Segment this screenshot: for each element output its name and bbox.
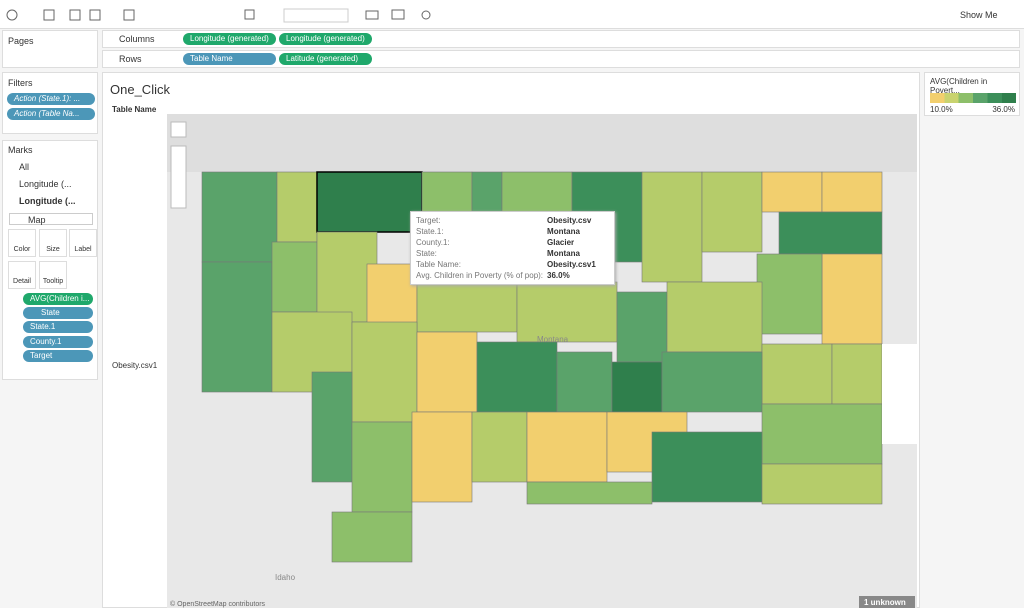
legend-min: 10.0% bbox=[930, 105, 953, 114]
marks-card: Marks All Longitude (... Longitude (... … bbox=[2, 140, 98, 380]
color-legend: AVG(Children in Povert... 10.0% 36.0% bbox=[924, 72, 1020, 116]
mark-type-dropdown[interactable]: Map bbox=[9, 213, 93, 225]
columns-shelf: Columns Longitude (generated) Longitude … bbox=[102, 30, 1020, 48]
unknown-indicator[interactable]: 1 unknown bbox=[864, 598, 906, 607]
tooltip-row: County.1: Glacier bbox=[414, 237, 598, 248]
tooltip-row: Avg. Children in Poverty (% of pop): 36.0… bbox=[414, 270, 598, 281]
tooltip-key: County.1: bbox=[416, 238, 450, 247]
color-button[interactable]: Color bbox=[8, 229, 36, 257]
field-pill[interactable]: State.1 bbox=[23, 321, 93, 333]
tooltip-row: Target: Obesity.csv bbox=[414, 215, 598, 226]
attribution: © OpenStreetMap contributors bbox=[170, 600, 266, 608]
map-label: Montana bbox=[537, 335, 569, 344]
marks-layer[interactable]: All bbox=[19, 162, 30, 172]
column-pill[interactable]: Longitude (generated) bbox=[279, 33, 372, 45]
pages-shelf: Pages bbox=[2, 30, 98, 68]
tooltip-key: Table Name: bbox=[416, 260, 461, 269]
row-pill[interactable]: Table Name bbox=[183, 53, 276, 65]
columns-label: Columns bbox=[119, 34, 155, 44]
tooltip-key: State.1: bbox=[416, 227, 444, 236]
tooltip-value: Obesity.csv1 bbox=[547, 260, 596, 269]
size-button[interactable]: Size bbox=[39, 229, 67, 257]
show-me-button[interactable]: Show Me bbox=[960, 10, 998, 20]
filters-title: Filters bbox=[8, 78, 33, 88]
tooltip-row: State.1: Montana bbox=[414, 226, 598, 237]
label-button[interactable]: Label bbox=[69, 229, 97, 257]
view: One_Click Table Name Obesity.csv1 Montan… bbox=[102, 72, 920, 608]
column-pill[interactable]: Longitude (generated) bbox=[183, 33, 276, 45]
map: Montana Idaho © OpenStreetMap contributo… bbox=[167, 114, 917, 608]
tooltip-value: 36.0% bbox=[547, 271, 570, 280]
field-pill[interactable]: County.1 bbox=[23, 336, 93, 348]
rows-label: Rows bbox=[119, 54, 142, 64]
toolbar-icons bbox=[6, 8, 431, 23]
filter-pill[interactable]: Action (Table Na... bbox=[7, 108, 95, 120]
tooltip-button[interactable]: Tooltip bbox=[39, 261, 67, 289]
tooltip-value: Glacier bbox=[547, 238, 575, 247]
tooltip-key: Target: bbox=[416, 216, 441, 225]
field-pill[interactable]: State bbox=[23, 307, 93, 319]
toolbar: Show Me bbox=[0, 0, 1024, 29]
marks-layer[interactable]: Longitude (... bbox=[19, 179, 72, 189]
tooltip-key: Avg. Children in Poverty (% of pop): bbox=[416, 271, 544, 280]
tooltip-value: Obesity.csv bbox=[547, 216, 592, 225]
tooltip-value: Montana bbox=[547, 227, 580, 236]
row-label: Obesity.csv1 bbox=[112, 361, 158, 370]
pages-title: Pages bbox=[8, 36, 34, 46]
map-label: Idaho bbox=[275, 573, 296, 582]
detail-button[interactable]: Detail bbox=[8, 261, 36, 289]
tooltip-row: State: Montana bbox=[414, 248, 598, 259]
row-pill[interactable]: Latitude (generated) bbox=[279, 53, 372, 65]
tooltip-row: Table Name: Obesity.csv1 bbox=[414, 259, 598, 270]
field-pill[interactable]: AVG(Children i... bbox=[23, 293, 93, 305]
marks-title: Marks bbox=[8, 145, 33, 155]
filters-shelf: Filters Action (State.1): ... Action (Ta… bbox=[2, 72, 98, 134]
legend-ramp bbox=[930, 93, 1016, 103]
tooltip-table: Target: Obesity.csv State.1: Montana County.… bbox=[414, 215, 598, 281]
tooltip-value: Montana bbox=[547, 249, 580, 258]
sheet-title: One_Click bbox=[110, 82, 170, 97]
tooltip-key: State: bbox=[416, 249, 437, 258]
tooltip: Target: Obesity.csv State.1: Montana County.… bbox=[410, 211, 615, 285]
rows-shelf: Rows Table Name Latitude (generated) bbox=[102, 50, 1020, 68]
field-pill[interactable]: Target bbox=[23, 350, 93, 362]
marks-layer[interactable]: Longitude (... bbox=[19, 196, 76, 206]
filter-pill[interactable]: Action (State.1): ... bbox=[7, 93, 95, 105]
legend-max: 36.0% bbox=[992, 105, 1015, 114]
legend-title: AVG(Children in Povert... bbox=[930, 77, 988, 95]
row-header: Table Name bbox=[112, 105, 157, 114]
